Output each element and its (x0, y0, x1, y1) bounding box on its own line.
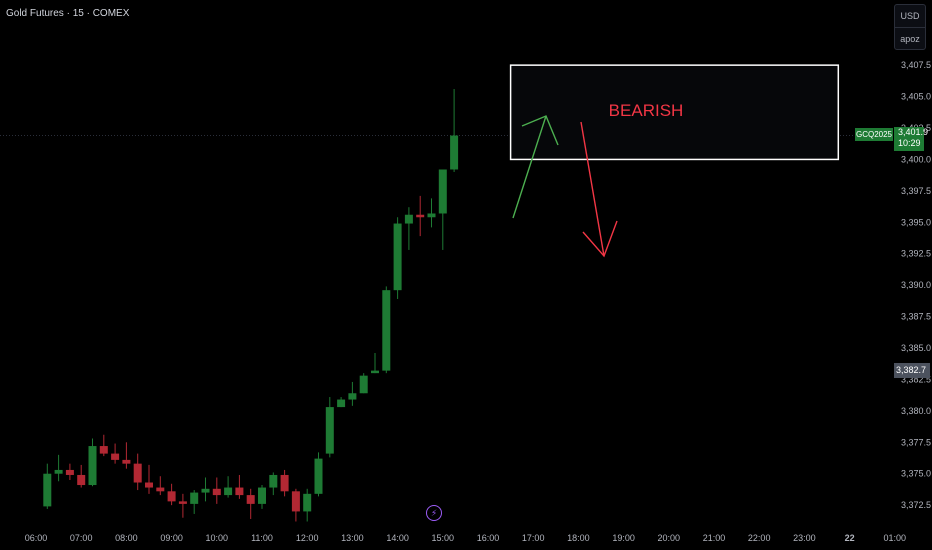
bear-candle (145, 482, 153, 488)
bear-candle (99, 446, 108, 454)
currency-selector[interactable]: USD apoz (894, 4, 926, 50)
x-tick-label: 06:00 (25, 533, 48, 543)
bear-candle (178, 501, 187, 504)
y-tick-label: 3,382.5 (901, 374, 931, 384)
y-tick-label: 3,387.5 (901, 312, 931, 322)
x-tick-label: 19:00 (612, 533, 635, 543)
x-tick-label: 07:00 (70, 533, 93, 543)
bear-candle (280, 474, 289, 492)
y-tick-label: 3,395.0 (901, 217, 931, 227)
y-tick-label: 3,385.0 (901, 343, 931, 353)
bull-candle (393, 223, 402, 291)
chart-title: Gold Futures · 15 · COMEX (6, 8, 130, 19)
bear-candle (235, 487, 244, 496)
bear-candle (156, 487, 165, 492)
bull-candle (258, 487, 266, 504)
symbol-tag: GCQ2025 (855, 128, 893, 141)
bull-candle (359, 375, 368, 394)
x-tick-label: 23:00 (793, 533, 816, 543)
bull-candle (371, 370, 379, 374)
x-tick-label: 17:00 (522, 533, 545, 543)
bull-candle (325, 407, 334, 454)
bull-candle (438, 169, 447, 214)
bull-candle (190, 492, 199, 504)
bearish-zone-box[interactable] (509, 64, 840, 161)
y-tick-label: 3,397.5 (901, 186, 931, 196)
bull-candle (427, 213, 436, 218)
y-tick-label: 3,372.5 (901, 500, 931, 510)
x-tick-label: 20:00 (658, 533, 681, 543)
crosshair-price-tag: 3,382.7 (894, 363, 930, 378)
y-tick-label: 3,400.0 (901, 154, 931, 164)
bull-candle (88, 446, 97, 486)
bull-candle (314, 458, 323, 494)
bull-candle (269, 474, 278, 488)
author-label: apoz (895, 27, 925, 50)
candles (43, 89, 459, 522)
bearish-label: BEARISH (609, 101, 684, 120)
bull-candle (404, 214, 413, 224)
bull-candle (224, 487, 233, 496)
x-tick-label: 09:00 (160, 533, 183, 543)
lightning-icon[interactable]: ⚡ (426, 505, 442, 521)
down-arrow-head (582, 220, 618, 258)
y-tick-label: 3,392.5 (901, 249, 931, 259)
x-tick-label: 16:00 (477, 533, 500, 543)
x-tick-label: 13:00 (341, 533, 364, 543)
bull-candle (382, 290, 391, 371)
bear-candle (416, 214, 425, 218)
up-arrow-drawing[interactable] (512, 115, 547, 219)
x-tick-label: 10:00 (206, 533, 229, 543)
x-tick-label: 12:00 (296, 533, 319, 543)
up-arrow-head (521, 115, 559, 146)
x-tick-label: 22:00 (748, 533, 771, 543)
y-tick-label: 3,390.0 (901, 280, 931, 290)
time-axis[interactable]: 06:00 07:00 08:00 09:00 10:00 11:00 12:00 13:00… (25, 533, 906, 543)
y-tick-label: 3,380.0 (901, 406, 931, 416)
bear-candle (167, 491, 176, 502)
bull-candle (337, 399, 346, 408)
bear-candle (77, 474, 86, 486)
bear-candle (111, 453, 120, 460)
y-tick-label: 3,377.5 (901, 437, 931, 447)
x-tick-label: 08:00 (115, 533, 138, 543)
last-price-value: 3,401.9 (898, 127, 929, 137)
bear-candle (212, 488, 221, 496)
bear-candle (122, 459, 131, 464)
bear-candle (291, 491, 300, 512)
x-tick-label: 22 (845, 533, 855, 543)
currency-label: USD (900, 11, 920, 21)
bull-candle (450, 135, 459, 170)
x-tick-label: 14:00 (386, 533, 409, 543)
bull-candle (54, 469, 63, 474)
y-tick-label: 3,375.0 (901, 469, 931, 479)
y-tick-label: 3,405.0 (901, 92, 931, 102)
last-price-tag: 3,401.9 10:29 (894, 127, 929, 151)
x-tick-label: 21:00 (703, 533, 726, 543)
x-tick-label: 18:00 (567, 533, 590, 543)
x-tick-label: 11:00 (251, 533, 273, 543)
x-tick-label: 01:00 (884, 533, 907, 543)
bull-candle (201, 488, 210, 493)
bar-countdown: 10:29 (898, 138, 921, 148)
bull-candle (348, 393, 357, 400)
x-tick-label: 15:00 (432, 533, 455, 543)
bear-candle (133, 463, 142, 483)
y-tick-label: 3,407.5 (901, 60, 931, 70)
down-arrow-drawing[interactable] (580, 121, 605, 257)
bear-candle (65, 469, 74, 475)
bull-candle (43, 473, 52, 507)
bear-candle (246, 495, 255, 504)
bull-candle (303, 493, 312, 512)
